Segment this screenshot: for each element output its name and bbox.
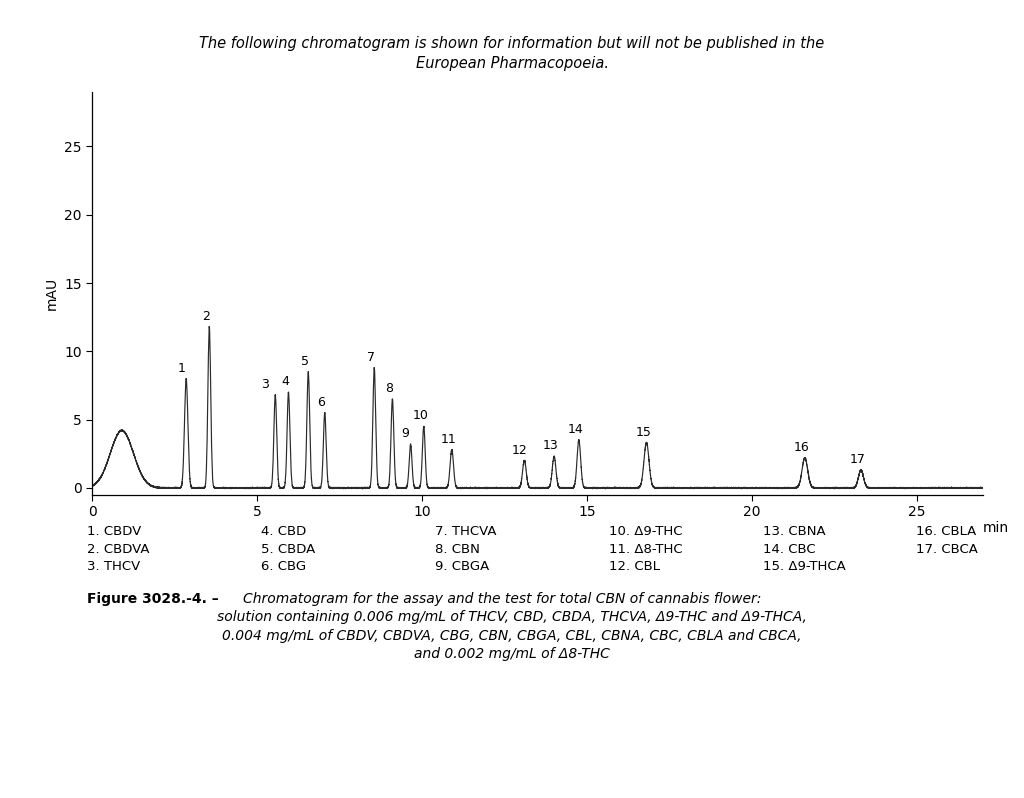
Text: 1. CBDV: 1. CBDV	[87, 525, 141, 538]
Y-axis label: mAU: mAU	[45, 277, 58, 310]
Text: 15: 15	[635, 426, 651, 439]
Text: min: min	[983, 521, 1010, 535]
Text: 13: 13	[543, 440, 559, 452]
Text: 17: 17	[850, 453, 865, 466]
Text: 17. CBCA: 17. CBCA	[916, 543, 978, 555]
Text: 9: 9	[401, 427, 410, 440]
Text: and 0.002 mg/mL of Δ8-THC: and 0.002 mg/mL of Δ8-THC	[414, 647, 610, 662]
Text: 3. THCV: 3. THCV	[87, 560, 140, 573]
Text: 8. CBN: 8. CBN	[435, 543, 480, 555]
Text: 6. CBG: 6. CBG	[261, 560, 306, 573]
Text: 12. CBL: 12. CBL	[609, 560, 660, 573]
Text: 4: 4	[282, 375, 289, 388]
Text: 7. THCVA: 7. THCVA	[435, 525, 497, 538]
Text: 8: 8	[385, 382, 393, 395]
Text: 2: 2	[202, 310, 210, 322]
Text: 5: 5	[301, 355, 309, 368]
Text: 13. CBNA: 13. CBNA	[763, 525, 825, 538]
Text: The following chromatogram is shown for information but will not be published in: The following chromatogram is shown for …	[200, 36, 824, 51]
Text: Chromatogram for the assay and the test for total CBN of cannabis flower:: Chromatogram for the assay and the test …	[243, 592, 761, 606]
Text: solution containing 0.006 mg/mL of THCV, CBD, CBDA, THCVA, Δ9-THC and Δ9-THCA,: solution containing 0.006 mg/mL of THCV,…	[217, 610, 807, 625]
Text: 1: 1	[177, 361, 185, 374]
Text: 10. Δ9-THC: 10. Δ9-THC	[609, 525, 683, 538]
Text: 6: 6	[317, 396, 326, 409]
Text: 11. Δ8-THC: 11. Δ8-THC	[609, 543, 683, 555]
Text: 11: 11	[440, 433, 457, 445]
Text: 2. CBDVA: 2. CBDVA	[87, 543, 150, 555]
Text: Figure 3028.-4. –: Figure 3028.-4. –	[87, 592, 223, 606]
Text: 14: 14	[567, 423, 584, 436]
Text: 15. Δ9-THCA: 15. Δ9-THCA	[763, 560, 846, 573]
Text: 10: 10	[413, 409, 428, 422]
Text: 0.004 mg/mL of CBDV, CBDVA, CBG, CBN, CBGA, CBL, CBNA, CBC, CBLA and CBCA,: 0.004 mg/mL of CBDV, CBDVA, CBG, CBN, CB…	[222, 629, 802, 643]
Text: European Pharmacopoeia.: European Pharmacopoeia.	[416, 56, 608, 71]
Text: 16. CBLA: 16. CBLA	[916, 525, 977, 538]
Text: 5. CBDA: 5. CBDA	[261, 543, 315, 555]
Text: 9. CBGA: 9. CBGA	[435, 560, 489, 573]
Text: 14. CBC: 14. CBC	[763, 543, 815, 555]
Text: 12: 12	[512, 444, 527, 456]
Text: 7: 7	[367, 350, 375, 364]
Text: 4. CBD: 4. CBD	[261, 525, 306, 538]
Text: 16: 16	[794, 440, 809, 454]
Text: 3: 3	[261, 378, 269, 391]
